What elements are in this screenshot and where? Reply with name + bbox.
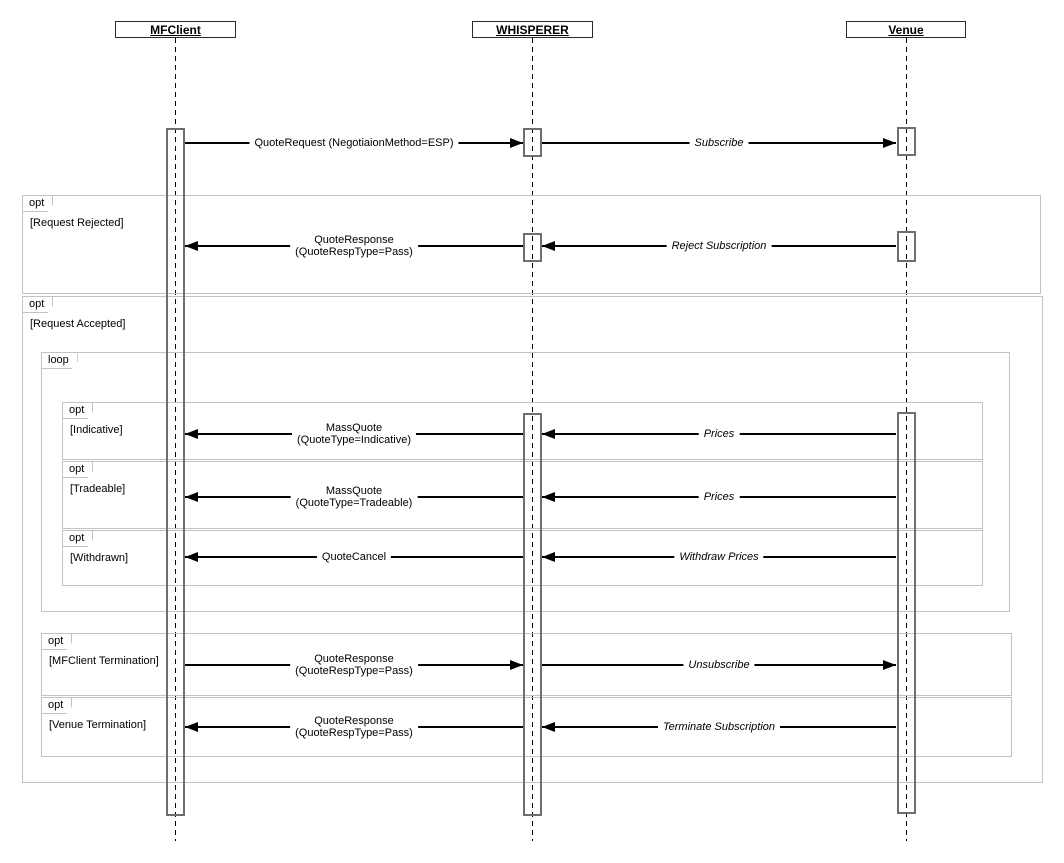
msg-reject-subscription-label: Reject Subscription	[666, 240, 772, 252]
fragment-opt-indicative: opt [Indicative]	[62, 402, 983, 460]
lifeline-mfclient	[175, 38, 176, 841]
message-text-line: (QuoteType=Tradeable)	[295, 497, 413, 509]
fragment-opt-venue-termination: opt [Venue Termination]	[41, 697, 1012, 757]
msg-quoteresponse-terminate-label: QuoteResponse (QuoteRespType=Pass)	[290, 715, 418, 739]
message-text-line: QuoteResponse	[314, 653, 394, 665]
fragment-guard: [MFClient Termination]	[49, 655, 159, 667]
msg-prices-indicative-label: Prices	[698, 428, 740, 440]
message-text-line: Subscribe	[694, 137, 744, 149]
activation-venue-sub2	[897, 231, 916, 262]
message-text-line: MassQuote	[325, 422, 383, 434]
activation-venue-sub1	[897, 127, 916, 156]
opt-fragment-label: opt	[41, 697, 73, 714]
msg-subscribe-arrowhead	[883, 138, 896, 148]
message-text-line: MassQuote	[325, 485, 383, 497]
msg-prices-tradeable-label: Prices	[698, 491, 740, 503]
activation-mfclient-main	[166, 128, 185, 816]
message-text-line: Terminate Subscription	[662, 721, 776, 733]
message-text-line: Reject Subscription	[671, 240, 767, 252]
fragment-guard: [Indicative]	[70, 424, 123, 436]
participant-venue: Venue	[846, 21, 966, 38]
participant-label: Venue	[888, 22, 924, 37]
msg-quotecancel-arrowhead	[185, 552, 198, 562]
fragment-opt-request-accepted: opt [Request Accepted]	[22, 296, 1043, 783]
msg-unsubscribe-label: Unsubscribe	[683, 659, 755, 671]
lifeline-venue	[906, 38, 907, 841]
activation-venue-main	[897, 412, 916, 814]
fragment-guard: [Request Rejected]	[30, 217, 124, 229]
fragment-guard: [Withdrawn]	[70, 552, 129, 564]
fragment-opt-tradeable: opt [Tradeable]	[62, 461, 983, 529]
msg-massquote-tradeable-label: MassQuote (QuoteType=Tradeable)	[290, 485, 418, 509]
msg-quote-request-arrowhead	[510, 138, 523, 148]
activation-whisperer-sub1	[523, 128, 542, 157]
msg-quoteresponse-unsub-label: QuoteResponse (QuoteRespType=Pass)	[290, 653, 418, 677]
message-text-line: QuoteResponse	[314, 715, 394, 727]
msg-withdraw-prices-label: Withdraw Prices	[674, 551, 764, 563]
loop-fragment-label: loop	[41, 352, 78, 369]
message-text-line: Prices	[703, 428, 735, 440]
msg-quotecancel-label: QuoteCancel	[316, 551, 392, 563]
msg-quoteresponse-unsub-arrowhead	[510, 660, 523, 670]
message-text-line: (QuoteType=Indicative)	[296, 434, 412, 446]
fragment-loop-quotes: loop	[41, 352, 1010, 612]
fragment-opt-mfclient-termination: opt [MFClient Termination]	[41, 633, 1012, 696]
msg-quoteresponse-rejected-arrowhead	[185, 241, 198, 251]
msg-prices-tradeable-arrowhead	[542, 492, 555, 502]
opt-fragment-label: opt	[62, 461, 94, 478]
participant-mfclient: MFClient	[115, 21, 236, 38]
message-text-line: QuoteCancel	[321, 551, 387, 563]
msg-massquote-tradeable-arrowhead	[185, 492, 198, 502]
opt-fragment-label: opt	[62, 530, 94, 547]
msg-subscribe-label: Subscribe	[689, 137, 749, 149]
msg-reject-subscription-arrowhead	[542, 241, 555, 251]
fragment-guard: [Request Accepted]	[30, 318, 126, 330]
participant-label: WHISPERER	[496, 22, 569, 37]
msg-withdraw-prices-arrowhead	[542, 552, 555, 562]
message-text-line: (QuoteRespType=Pass)	[295, 246, 413, 258]
message-text-line: (QuoteRespType=Pass)	[295, 727, 413, 739]
msg-terminate-subscription-arrowhead	[542, 722, 555, 732]
msg-quote-request-label: QuoteRequest (NegotiaionMethod=ESP)	[249, 137, 459, 149]
opt-fragment-label: opt	[41, 633, 73, 650]
activation-whisperer-main	[523, 413, 542, 816]
opt-fragment-label: opt	[22, 195, 54, 212]
opt-fragment-label: opt	[62, 402, 94, 419]
opt-fragment-label: opt	[22, 296, 54, 313]
msg-terminate-subscription-label: Terminate Subscription	[657, 721, 781, 733]
participant-whisperer: WHISPERER	[472, 21, 593, 38]
activation-whisperer-sub2	[523, 233, 542, 262]
message-text-line: QuoteRequest (NegotiaionMethod=ESP)	[254, 137, 454, 149]
msg-massquote-indicative-arrowhead	[185, 429, 198, 439]
participant-label: MFClient	[150, 22, 201, 37]
message-text-line: QuoteResponse	[314, 234, 394, 246]
msg-massquote-indicative-label: MassQuote (QuoteType=Indicative)	[291, 422, 417, 446]
message-text-line: (QuoteRespType=Pass)	[295, 665, 413, 677]
msg-unsubscribe-arrowhead	[883, 660, 896, 670]
message-text-line: Withdraw Prices	[679, 551, 759, 563]
fragment-guard: [Venue Termination]	[49, 719, 147, 731]
msg-quoteresponse-terminate-arrowhead	[185, 722, 198, 732]
message-text-line: Prices	[703, 491, 735, 503]
msg-quoteresponse-rejected-label: QuoteResponse (QuoteRespType=Pass)	[290, 234, 418, 258]
lifeline-whisperer	[532, 38, 533, 841]
fragment-guard: [Tradeable]	[70, 483, 126, 495]
message-text-line: Unsubscribe	[688, 659, 750, 671]
msg-prices-indicative-arrowhead	[542, 429, 555, 439]
fragment-opt-withdrawn: opt [Withdrawn]	[62, 530, 983, 586]
fragment-opt-request-rejected: opt [Request Rejected]	[22, 195, 1041, 294]
